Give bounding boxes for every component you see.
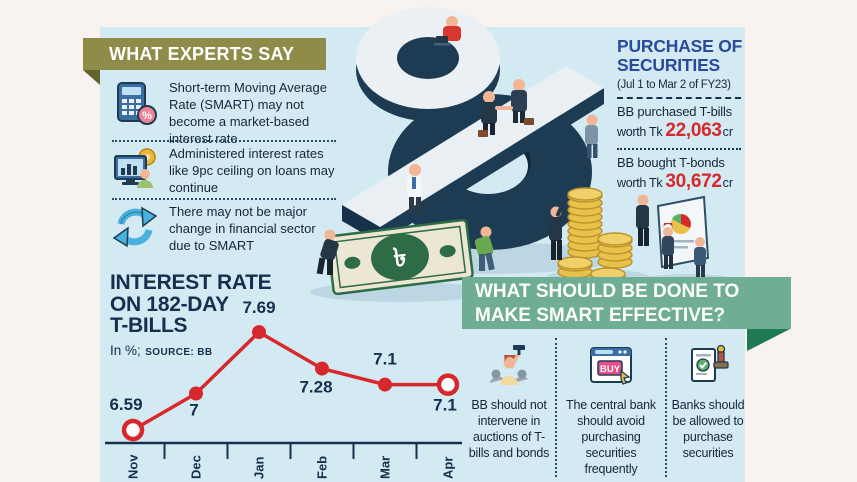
dotted-divider [112,140,336,142]
experts-banner-fold [83,70,100,85]
chart-note: In %; SOURCE: BB [110,342,213,360]
purchase-subtitle: (Jul 1 to Mar 2 of FY23) [617,78,731,91]
purchase-title: PURCHASE OF SECURITIES [617,36,743,75]
person-pulling-right [474,226,495,271]
taka-banknote: ৳ [326,218,474,296]
data-point [315,361,329,376]
data-point [378,377,392,392]
auctioneer-gavel-icon [490,345,528,385]
recommendation-item: BB should not intervene in auctions of T… [463,338,555,477]
calculator-percent-icon: % [117,82,157,125]
recommendation-item: BUY The central bank should avoid purcha… [555,338,667,477]
recommendation-text: The central bank should avoid purchasing… [566,398,656,476]
recommendations-columns: BB should not intervene in auctions of T… [463,338,749,477]
chart-source: SOURCE: BB [145,347,213,358]
dashed-divider [617,96,741,99]
approved-document-stamp-icon [691,344,729,382]
data-point [436,373,460,396]
buy-button-label: BUY [600,364,621,375]
person-stacking-coins [549,203,565,260]
dotted-divider [617,147,741,150]
buy-browser-icon: BUY [590,347,632,385]
value-label: 6.59 [109,395,142,414]
x-axis-label: Nov [126,454,141,479]
purchase-item-unit: cr [722,175,734,190]
taka-symbol: ৳ [392,241,409,272]
chart-unit-note: In %; [110,343,141,358]
purchase-item-text: BB bought T-bonds [617,154,725,170]
purchase-item: BB bought T-bonds worth Tk 30,672 cr [617,155,747,193]
experts-banner-label: WHAT EXPERTS SAY [109,44,295,64]
expert-item: There may not be major change in financi… [112,204,338,255]
value-label: 7.1 [433,396,457,415]
recommendation-text: Banks should be allowed to purchase secu… [671,398,745,460]
monitor-chart-gear-icon [114,148,156,188]
recommendations-banner-line: MAKE SMART EFFECTIVE? [475,305,726,326]
expert-item-text: Administered interest rates like 9pc cei… [169,146,335,195]
tbill-chart: Nov Dec Jan Feb Mar Apr 6.59 7 7.69 7.28 7.1 7.1 [105,300,462,479]
experts-banner: WHAT EXPERTS SAY [83,38,326,70]
value-label: 7.1 [373,350,397,369]
percent-badge: % [142,110,152,122]
purchase-item-value: 30,672 [665,170,722,192]
x-axis-label: Apr [441,457,456,479]
recommendations-banner-line: WHAT SHOULD BE DONE TO [475,281,740,302]
purchase-item-value: 22,063 [665,119,722,141]
x-axis-label: Mar [378,456,393,479]
purchase-section: PURCHASE OF SECURITIES (Jul 1 to Mar 2 o… [617,37,747,193]
purchase-item: BB purchased T-bills worth Tk 22,063 cr [617,104,747,142]
chart-title-line: ON 182-DAY [110,292,229,316]
percent-illustration: ৳ [310,7,740,302]
refresh-arrows-icon [112,206,158,248]
purchase-item-text: BB purchased T-bills [617,103,732,119]
chart-title-line: T-BILLS [110,314,188,338]
data-point [121,418,145,442]
x-axis-label: Feb [315,456,330,479]
person-leaning [585,114,598,158]
value-label: 7 [189,401,198,420]
expert-item: Administered interest rates like 9pc cei… [112,146,338,197]
value-label: 7.28 [299,378,332,397]
recommendations-banner: WHAT SHOULD BE DONE TO MAKE SMART EFFECT… [462,277,791,329]
x-axis-label: Jan [252,457,267,479]
purchase-item-unit: cr [722,124,734,139]
data-point [189,386,203,401]
data-point [252,325,266,340]
recommendation-item: Banks should be allowed to purchase secu… [667,338,749,477]
coin-stacks [557,187,633,283]
percent-top-ring [356,7,500,121]
x-axis-label: Dec [189,455,204,479]
expert-item-text: Short-term Moving Average Rate (SMART) m… [169,80,327,146]
recommendation-text: BB should not intervene in auctions of T… [468,398,550,460]
purchase-item-prefix: worth Tk [617,175,663,190]
presentation-group [636,194,710,278]
chart-title-line: INTEREST RATE [110,271,272,294]
expert-item: % Short-term Moving Average Rate (SMART)… [112,80,338,148]
person-white-shirt [407,164,422,214]
person-pulling-left [316,229,339,275]
value-label: 7.69 [242,300,275,317]
chart-title: INTEREST RATE ON 182-DAY T-BILLS [110,271,272,338]
person-laptop [434,16,461,46]
dotted-divider [112,198,336,200]
purchase-item-prefix: worth Tk [617,124,663,139]
expert-item-text: There may not be major change in financi… [169,204,316,253]
recommendations-banner-fold [747,329,790,351]
businessmen-handshake [478,79,534,137]
